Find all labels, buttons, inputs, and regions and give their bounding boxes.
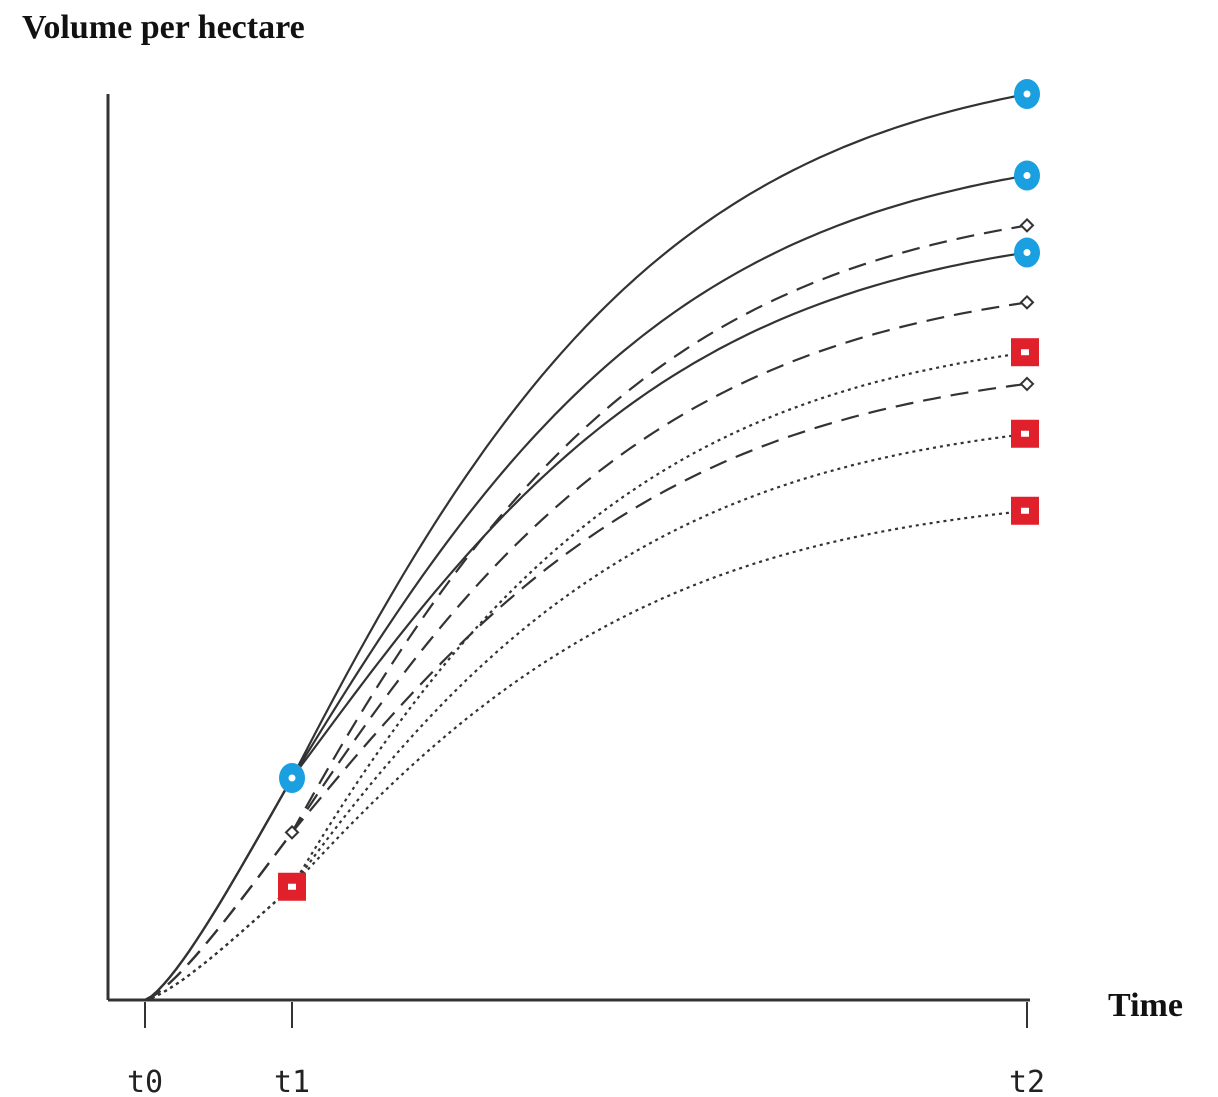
series-line-9 <box>144 509 1028 1002</box>
series-end-marker-8 <box>1011 419 1039 448</box>
x-tick-label-t0: t0 <box>127 1065 163 1097</box>
series-line-1 <box>144 93 1028 1001</box>
series-line-2 <box>144 174 1028 1001</box>
series-line-3 <box>144 224 1028 1002</box>
series-end-marker-4 <box>1014 237 1040 268</box>
y-axis-label: Volume per hectare <box>22 9 305 46</box>
x-tick-label-t1: t1 <box>274 1065 310 1097</box>
t1-marker-circle <box>279 763 305 794</box>
axes <box>106 94 1030 1002</box>
t1-marker-square <box>278 872 306 901</box>
series-line-4 <box>144 251 1028 1001</box>
t1-marker-diamond <box>284 824 300 840</box>
series-layer <box>144 93 1028 1002</box>
series-end-marker-3 <box>1019 217 1035 233</box>
series-line-8 <box>144 432 1028 1002</box>
series-line-7 <box>144 382 1028 1002</box>
series-end-marker-6 <box>1011 338 1039 367</box>
marker-layer <box>278 79 1040 901</box>
x-ticks: t0 t1 t2 <box>127 1002 1045 1097</box>
series-end-marker-1 <box>1014 79 1040 109</box>
series-end-marker-9 <box>1011 496 1039 525</box>
series-line-5 <box>144 301 1028 1002</box>
x-tick-label-t2: t2 <box>1009 1065 1045 1097</box>
series-line-6 <box>144 351 1028 1002</box>
series-end-marker-2 <box>1014 160 1040 191</box>
series-end-marker-7 <box>1019 376 1035 392</box>
x-axis-label: Time <box>1108 987 1183 1024</box>
series-end-marker-5 <box>1019 294 1035 310</box>
